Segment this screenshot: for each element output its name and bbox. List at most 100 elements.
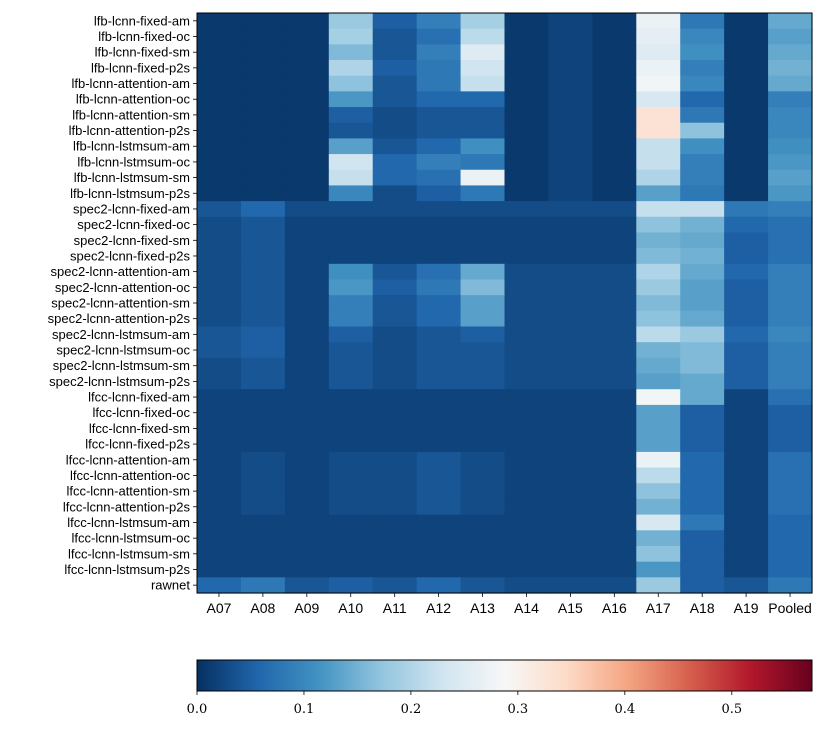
heatmap-cell [240,545,286,563]
heatmap-cell [636,60,681,77]
row-label: spec2-lcnn-lstmsum-sm [53,358,190,373]
heatmap-cell [768,498,813,516]
heatmap-cell [197,122,242,140]
heatmap-cell [328,404,374,422]
heatmap-cell [548,342,593,359]
heatmap-cell [197,201,242,218]
heatmap-cell [592,13,637,30]
heatmap-cell [724,467,769,484]
heatmap-cell [284,310,330,328]
row-label: lfb-lcnn-fixed-p2s [91,60,190,75]
heatmap-cell [460,169,506,187]
heatmap-cell [197,373,242,390]
heatmap-cell [548,483,593,500]
heatmap-cell [416,263,462,281]
heatmap-cell [680,75,725,92]
heatmap-cell [240,201,286,218]
heatmap-cell [768,122,813,140]
heatmap-cell [240,436,286,453]
heatmap-cell [416,545,462,563]
heatmap-cell [724,169,769,187]
heatmap-cell [460,201,506,218]
heatmap-cell [460,514,506,531]
heatmap-cell [284,467,330,484]
heatmap-cell [680,248,725,265]
heatmap-cell [284,248,330,265]
heatmap-cell [548,498,593,516]
heatmap-cell [240,28,286,45]
heatmap-cell [548,201,593,218]
heatmap-cell [416,279,462,296]
heatmap-cell [328,44,374,61]
heatmap-cell [636,530,681,547]
row-label: rawnet [151,578,190,593]
heatmap-cell [592,498,637,516]
heatmap-cell [548,326,593,343]
heatmap-cell [724,216,769,234]
heatmap-cell [240,216,286,234]
heatmap-cell [636,373,681,390]
heatmap-cell [197,28,242,45]
heatmap-cell [372,122,418,140]
heatmap-cell [768,13,813,30]
heatmap-cell [284,342,330,359]
heatmap-cell [284,436,330,453]
heatmap-cell [284,326,330,343]
heatmap-cell [284,263,330,281]
heatmap-cell [724,91,769,108]
heatmap-cell [768,279,813,296]
heatmap-cell [636,326,681,343]
heatmap-cell [328,169,374,187]
heatmap-cell [504,122,550,140]
heatmap-cell [240,263,286,281]
heatmap-cell [372,28,418,45]
column-label: A09 [294,600,319,616]
heatmap-cell [372,373,418,390]
heatmap-cell [592,60,637,77]
heatmap-cell [724,263,769,281]
heatmap-cell [724,232,769,249]
heatmap-cell [592,357,637,375]
heatmap-cell [372,60,418,77]
row-label: lfcc-lcnn-fixed-oc [92,405,190,420]
heatmap-cell [197,185,242,202]
row-label: lfcc-lcnn-lstmsum-am [67,515,190,530]
heatmap-cell [548,169,593,187]
column-label: A15 [558,600,583,616]
heatmap-cell [592,530,637,547]
heatmap-cell [504,451,550,469]
heatmap-cell [284,389,330,406]
heatmap-cell [724,545,769,563]
heatmap-cell [592,75,637,92]
heatmap-cell [768,436,813,453]
heatmap-cell [240,357,286,375]
heatmap-cell [724,201,769,218]
heatmap-cell [680,232,725,249]
heatmap-cell [328,545,374,563]
heatmap-cell [504,404,550,422]
heatmap-cell [284,451,330,469]
heatmap-cell [768,169,813,187]
heatmap-cell [240,138,286,155]
heatmap-cell [768,561,813,578]
heatmap-cell [680,60,725,77]
heatmap-cell [460,373,506,390]
heatmap-cell [460,185,506,202]
heatmap-cell [724,310,769,328]
heatmap-cell [680,295,725,312]
heatmap-cell [284,28,330,45]
heatmap-cell [416,373,462,390]
heatmap-cell [284,404,330,422]
heatmap-cell [504,498,550,516]
heatmap-cell [372,138,418,155]
heatmap-cell [240,248,286,265]
heatmap-cell [197,530,242,547]
heatmap-cell [284,483,330,500]
heatmap-cell [504,185,550,202]
heatmap-cell [680,467,725,484]
heatmap-cell [724,342,769,359]
heatmap-cell [372,577,418,594]
heatmap-cell [372,404,418,422]
heatmap-cell [724,357,769,375]
